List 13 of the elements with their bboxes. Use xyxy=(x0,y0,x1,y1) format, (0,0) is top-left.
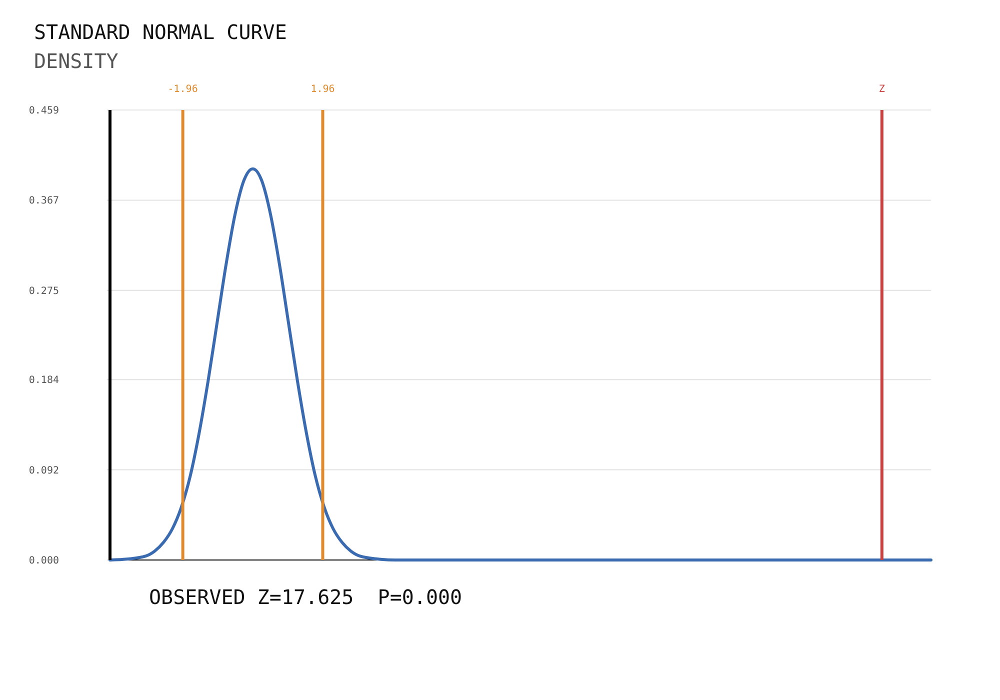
line-series xyxy=(108,167,932,562)
x-tick-label: -1.96 xyxy=(168,84,198,95)
y-axis-title: DENSITY xyxy=(34,49,118,73)
x-tick-label: Z xyxy=(878,84,885,95)
chart-title: STANDARD NORMAL CURVE xyxy=(34,20,287,44)
y-tick-label: 0.367 xyxy=(28,196,59,207)
text: OBSERVED Z=17.625 P=0.000 xyxy=(149,585,462,609)
y-tick-label: 0.092 xyxy=(28,465,59,476)
y-tick-label: 0.184 xyxy=(28,375,59,386)
y-tick-label: 0.275 xyxy=(28,286,59,297)
x-tick-label: 1.96 xyxy=(310,84,335,95)
y-tick-label: 0.000 xyxy=(28,556,59,566)
y-tick-label: 0.459 xyxy=(28,106,59,116)
